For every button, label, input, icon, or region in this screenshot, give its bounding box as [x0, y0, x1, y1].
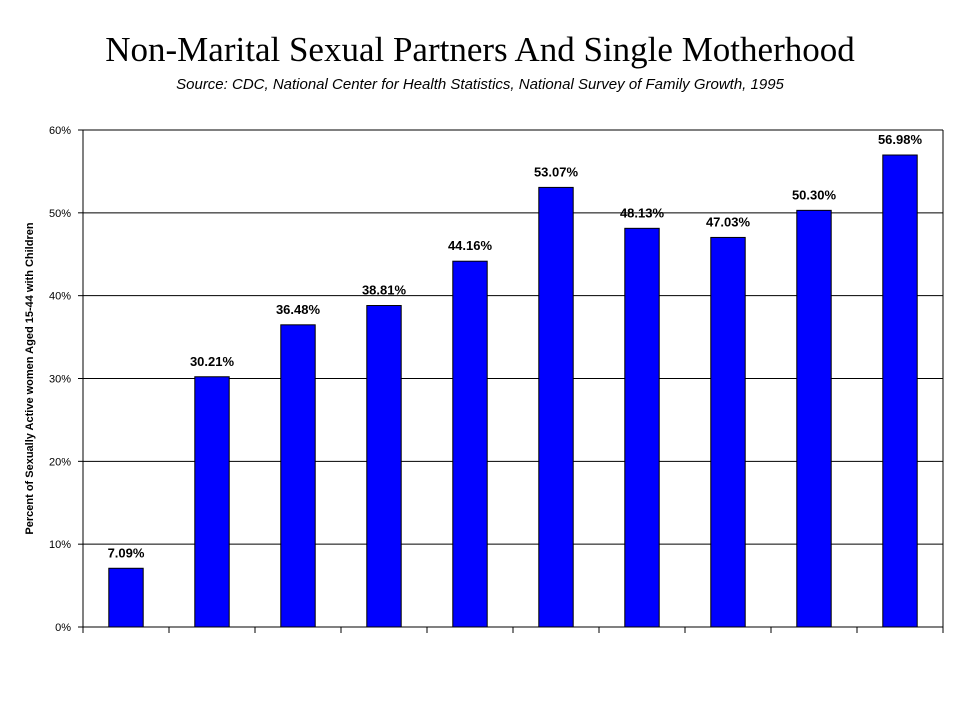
data-label: 38.81%	[362, 283, 407, 298]
bar	[452, 260, 488, 628]
chart-title: Non-Marital Sexual Partners And Single M…	[105, 30, 855, 69]
y-tick-label: 30%	[49, 374, 71, 386]
y-tick-label: 50%	[49, 208, 71, 220]
data-label: 47.03%	[706, 214, 751, 229]
data-label: 56.98%	[878, 132, 923, 147]
y-tick-label: 0%	[55, 622, 71, 634]
data-label: 48.13%	[620, 205, 665, 220]
data-label: 30.21%	[190, 354, 235, 369]
bar	[624, 227, 660, 628]
y-tick-label: 60%	[49, 125, 71, 137]
bar	[108, 567, 144, 628]
y-axis-label: Percent of Sexually Active women Aged 15…	[24, 222, 36, 534]
y-tick-label: 20%	[49, 456, 71, 468]
bar	[796, 209, 832, 628]
bar	[194, 376, 230, 628]
data-label: 7.09%	[108, 545, 145, 560]
y-tick-label: 10%	[49, 539, 71, 551]
bars	[108, 154, 918, 628]
y-tick-label: 40%	[49, 291, 71, 303]
bar	[882, 154, 918, 628]
data-label: 53.07%	[534, 164, 579, 179]
y-tick-labels: 0% 10% 20% 30% 40% 50% 60%	[49, 125, 71, 634]
bar	[280, 324, 316, 628]
data-label: 44.16%	[448, 238, 493, 253]
bar	[538, 186, 574, 628]
bar	[366, 305, 402, 628]
data-labels: 7.09% 30.21% 36.48% 38.81% 44.16% 53.07% 48.13…	[108, 132, 923, 560]
chart-subtitle: Source: CDC, National Center for Health …	[176, 76, 784, 93]
data-label: 36.48%	[276, 302, 321, 317]
axes	[78, 129, 944, 633]
data-label: 50.30%	[792, 187, 837, 202]
bar	[710, 236, 746, 628]
